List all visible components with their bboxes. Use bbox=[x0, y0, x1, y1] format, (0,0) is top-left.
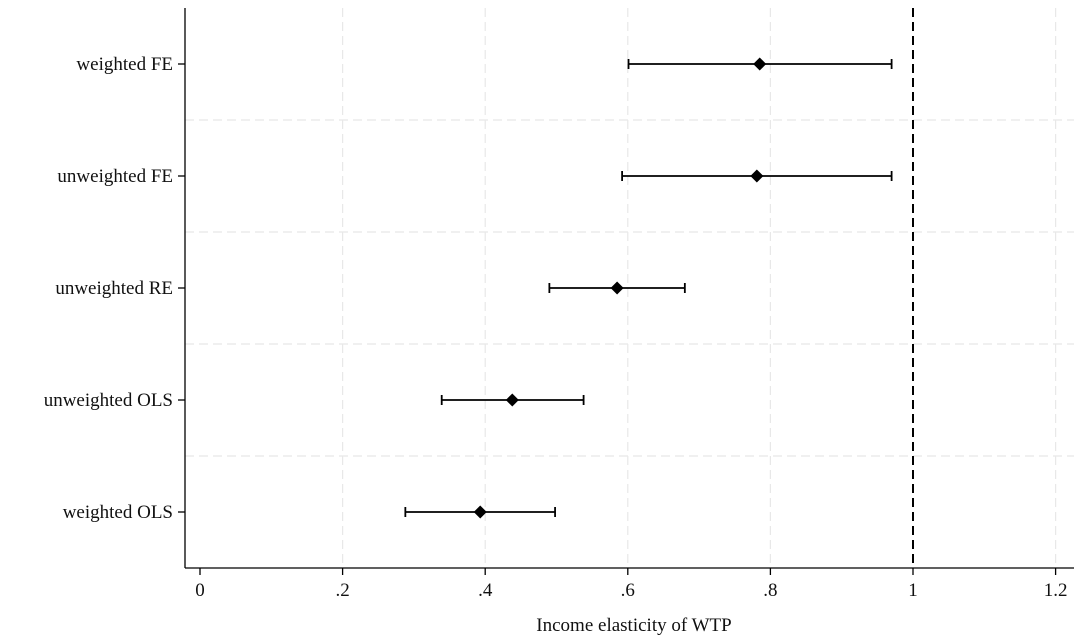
estimate-row bbox=[627, 57, 893, 71]
x-tick-label: .4 bbox=[478, 580, 493, 601]
axis-layer: 0 .2 .4 .6 .8 1 1.2 weighted FE unweighted FE unw… bbox=[44, 8, 1074, 601]
x-tick-label: .6 bbox=[621, 580, 635, 601]
category-label: unweighted RE bbox=[55, 278, 173, 299]
x-tick-label: 1.2 bbox=[1044, 580, 1068, 601]
marks-layer bbox=[404, 57, 893, 519]
x-axis-title: Income elasticity of WTP bbox=[536, 615, 731, 636]
estimate-row bbox=[440, 393, 585, 407]
x-tick-label: 1 bbox=[908, 580, 918, 601]
grid-layer bbox=[185, 8, 1074, 568]
x-tick-label: 0 bbox=[195, 580, 205, 601]
estimate-row bbox=[404, 505, 556, 519]
point-estimate-marker bbox=[505, 393, 519, 407]
point-estimate-marker bbox=[473, 505, 487, 519]
point-estimate-marker bbox=[610, 281, 624, 295]
category-label: weighted FE bbox=[76, 54, 173, 75]
x-tick-label: .8 bbox=[763, 580, 777, 601]
category-label: unweighted OLS bbox=[44, 390, 173, 411]
point-estimate-marker bbox=[750, 169, 764, 183]
category-label: weighted OLS bbox=[63, 502, 173, 523]
x-tick-label: .2 bbox=[335, 580, 349, 601]
point-estimate-marker bbox=[753, 57, 767, 71]
category-label: unweighted FE bbox=[57, 166, 173, 187]
estimate-row bbox=[621, 169, 893, 183]
estimate-row bbox=[548, 281, 686, 295]
